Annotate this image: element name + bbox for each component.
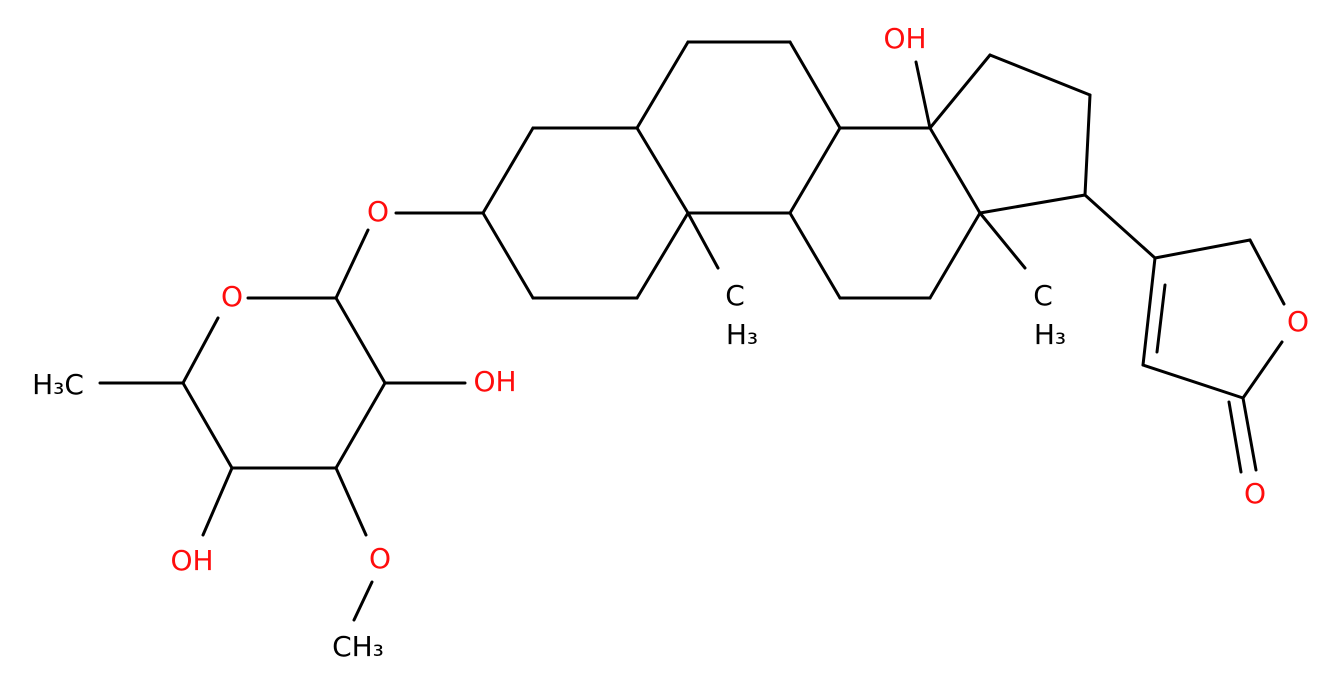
atom-label: H₃ — [1034, 318, 1066, 351]
atom-labels: OH O O H₃C OH OH O CH₃ C H₃ C H₃ O O — [32, 22, 1309, 663]
atom-label: C — [725, 279, 745, 312]
atom-label: OH — [473, 365, 516, 398]
atom-label: O — [367, 195, 389, 228]
atom-label: O — [1244, 477, 1266, 510]
atom-label: C — [1033, 279, 1053, 312]
atom-label: H₃ — [726, 318, 758, 351]
atom-label: OH — [170, 544, 213, 577]
atom-label: O — [369, 542, 391, 575]
atom-label: O — [221, 280, 243, 313]
atom-label: H₃C — [32, 368, 84, 401]
atom-label: CH₃ — [332, 630, 384, 663]
atom-label: OH — [883, 22, 926, 55]
bonds — [98, 40, 1286, 622]
atom-label: O — [1287, 305, 1309, 338]
